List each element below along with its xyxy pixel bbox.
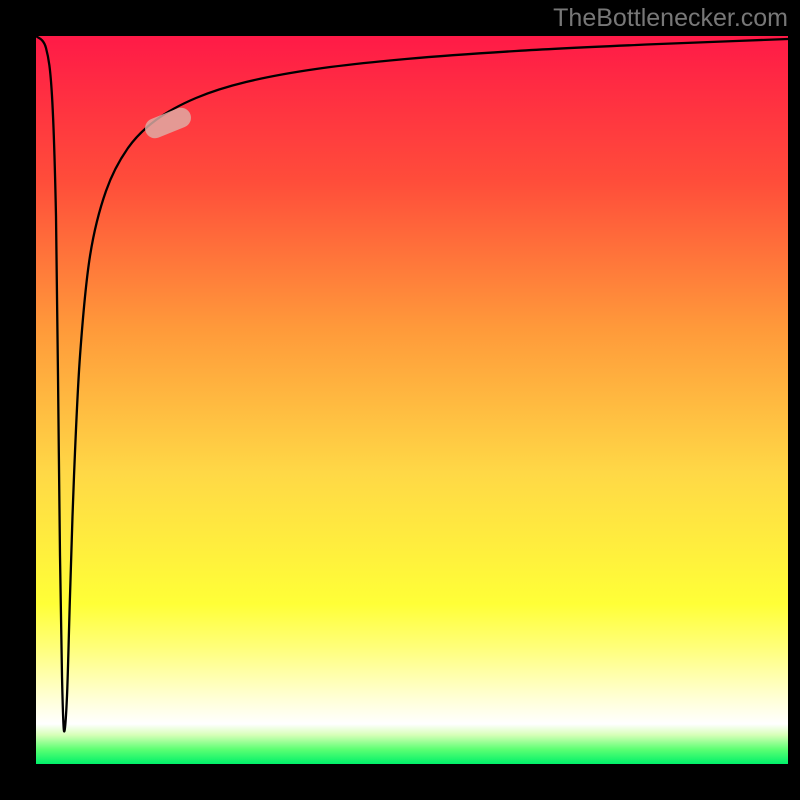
curve-path (36, 36, 788, 731)
plot-area (36, 36, 788, 764)
watermark-label: TheBottlenecker.com (553, 4, 788, 33)
frame-right (788, 0, 800, 800)
bottleneck-curve (36, 36, 788, 764)
chart-canvas: TheBottlenecker.com (0, 0, 800, 800)
frame-bottom (0, 764, 800, 800)
frame-left (0, 0, 36, 800)
